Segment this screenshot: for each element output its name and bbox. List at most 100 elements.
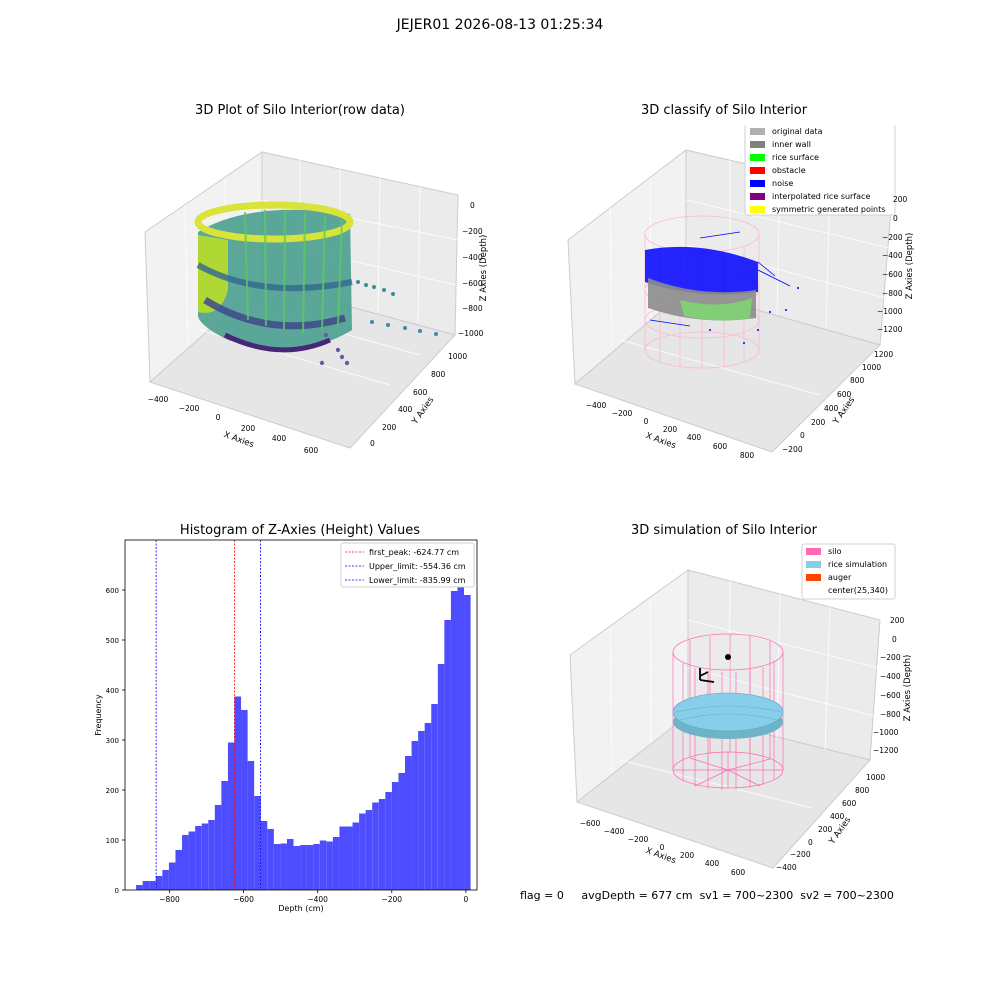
- z-tick: −1000: [877, 307, 903, 316]
- panel3-title: Histogram of Z-Axies (Height) Values: [179, 523, 421, 538]
- z-tick: −1000: [873, 728, 899, 737]
- legend-label: Lower_limit: -835.99 cm: [369, 576, 466, 585]
- x-tick: −600: [233, 895, 254, 904]
- y-tick: 600: [106, 587, 119, 595]
- x-tick: −800: [159, 895, 180, 904]
- histogram-bar: [201, 823, 209, 890]
- z-tick: −200: [462, 227, 483, 236]
- simulation-3d-plot: silo rice simulation auger center(25,340…: [569, 543, 913, 877]
- histogram-bar: [162, 870, 169, 890]
- y-tick: 1000: [448, 352, 467, 361]
- histogram-axes-frame: [124, 539, 478, 891]
- z-tick: −200: [880, 653, 901, 662]
- histogram-bar: [195, 826, 202, 890]
- y-tick: 0: [370, 439, 375, 448]
- y-tick: 1000: [862, 363, 881, 372]
- histogram-bar: [398, 773, 406, 890]
- legend-label: original data: [772, 127, 823, 136]
- x-tick: 400: [272, 434, 287, 443]
- avg-depth-text: avgDepth = 677 cm: [581, 889, 693, 902]
- y-tick: 200: [106, 787, 119, 795]
- y-tick: 500: [106, 637, 119, 645]
- y-tick: 800: [431, 370, 446, 379]
- x-tick: −200: [381, 895, 402, 904]
- legend-label: inner wall: [772, 140, 811, 149]
- y-tick: 400: [824, 404, 839, 413]
- x-axis-label: Depth (cm): [278, 904, 323, 913]
- y-tick: 800: [850, 376, 865, 385]
- histogram-bar: [359, 813, 366, 890]
- histogram-bar: [286, 839, 294, 890]
- histogram-bar: [188, 831, 196, 890]
- z-axis-label: Z Axies (Depth): [903, 655, 913, 722]
- x-tick: −400: [586, 401, 607, 410]
- histogram-bar: [431, 704, 438, 890]
- histogram-bar: [149, 881, 156, 890]
- histogram-legend: first_peak: -624.77 cm Upper_limit: -554…: [340, 542, 475, 588]
- y-tick: 600: [837, 390, 852, 399]
- z-tick: −200: [882, 233, 903, 242]
- histogram-bar: [247, 761, 255, 890]
- panel2-title: 3D classify of Silo Interior: [640, 103, 808, 118]
- x-tick: 800: [740, 451, 755, 460]
- histogram-bar: [254, 796, 261, 890]
- y-tick: −400: [776, 863, 797, 872]
- z-tick: −1000: [458, 329, 484, 338]
- z-tick: 0: [470, 201, 475, 210]
- legend-label: first_peak: -624.77 cm: [369, 548, 459, 557]
- z-tick: 200: [893, 195, 908, 204]
- raw-3d-plot: −400 −200 0 200 400 600 X Axies 0 200 40…: [144, 151, 489, 455]
- z-tick: −600: [880, 691, 901, 700]
- y-tick: 0: [800, 431, 805, 440]
- histogram-bar: [378, 799, 386, 890]
- z-tick: −400: [880, 672, 901, 681]
- z-tick: 0: [893, 214, 898, 223]
- histogram-bar: [267, 829, 274, 890]
- auger-marker: [699, 668, 715, 683]
- histogram-bar: [306, 845, 314, 890]
- y-tick: 300: [106, 737, 119, 745]
- y-tick: 400: [106, 687, 119, 695]
- histogram-bar: [260, 821, 268, 890]
- panel4-title: 3D simulation of Silo Interior: [631, 523, 817, 538]
- x-tick: 600: [731, 868, 746, 877]
- y-tick: 0: [115, 887, 119, 895]
- histogram-bar: [155, 876, 163, 890]
- legend-label: auger: [828, 573, 852, 582]
- rice-simulation-surface: [672, 692, 784, 739]
- z-axis-label: Z Axies (Depth): [479, 235, 489, 302]
- y-tick: 0: [808, 838, 813, 847]
- histogram-bar: [280, 843, 287, 890]
- y-axis-label: Frequency: [94, 694, 103, 736]
- histogram-bar: [208, 820, 215, 890]
- histogram-bar: [182, 835, 189, 890]
- histogram-bar: [372, 802, 379, 890]
- y-tick: 800: [855, 786, 870, 795]
- histogram-bar: [227, 742, 235, 890]
- x-tick: −200: [628, 835, 649, 844]
- z-tick: −800: [462, 304, 483, 313]
- legend-label: interpolated rice surface: [772, 192, 870, 201]
- y-tick: 400: [830, 812, 845, 821]
- x-tick: 0: [660, 843, 665, 852]
- noise-points: [645, 246, 758, 295]
- z-tick: −800: [882, 289, 903, 298]
- histogram-bar: [405, 756, 412, 890]
- z-axis-label: Z Axies (Depth): [905, 233, 915, 300]
- legend-label: rice surface: [772, 153, 819, 162]
- z-tick: −1200: [873, 746, 899, 755]
- histogram-bar: [411, 741, 419, 890]
- raw-point-cloud: [194, 201, 438, 366]
- histogram-bar: [345, 826, 353, 890]
- y-tick: 200: [818, 825, 833, 834]
- histogram-bar: [385, 792, 392, 890]
- histogram-bar: [319, 840, 327, 890]
- x-tick: −200: [612, 409, 633, 418]
- x-tick: −600: [580, 819, 601, 828]
- y-tick: −200: [782, 445, 803, 454]
- x-tick: 0: [463, 895, 468, 904]
- z-tick: −800: [880, 710, 901, 719]
- sv1-text: sv1 = 700~2300: [699, 889, 794, 902]
- x-tick: 600: [713, 442, 728, 451]
- histogram-bar: [221, 781, 228, 890]
